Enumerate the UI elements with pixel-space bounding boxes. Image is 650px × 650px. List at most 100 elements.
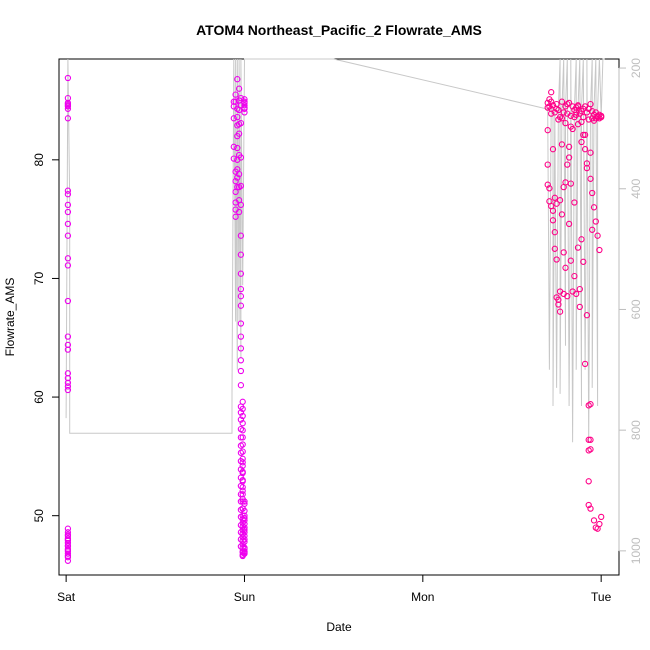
data-point [64,255,72,262]
data-point [549,102,557,109]
data-point [64,535,72,542]
data-point [587,149,594,156]
data-point [235,85,243,92]
data-point [587,446,594,453]
data-point [64,191,72,198]
data-point [574,244,582,251]
data-point [64,386,72,394]
data-point [239,441,246,448]
data-point [241,532,248,540]
secondary-series-line [65,58,605,443]
data-point [241,498,248,505]
data-point [585,478,592,485]
data-point [241,514,248,522]
data-point [560,249,567,256]
data-point [237,251,245,258]
data-point [241,500,248,507]
data-point [558,98,566,105]
data-point [548,89,555,96]
data-point [551,245,558,252]
data-point [241,520,248,528]
data-point [555,106,562,114]
data-point [241,549,248,556]
data-point [592,218,599,225]
data-point [562,179,569,186]
data-point [587,100,594,108]
data-point [585,501,592,509]
data-point [548,98,555,105]
data-point [232,98,239,105]
y-axis: 50 60 70 80 [32,153,60,522]
data-point [564,161,571,168]
data-point [594,232,601,239]
data-point [549,146,557,153]
data-point [64,208,72,216]
secondary-line [65,58,605,443]
data-point [553,200,560,207]
data-point [576,285,583,293]
y2-tick-label: 800 [629,420,643,440]
data-point [237,409,245,416]
data-point [587,505,594,512]
data-point [241,526,248,534]
data-point [64,545,72,553]
data-point [235,170,243,178]
data-point [549,217,557,224]
data-point [237,94,245,102]
data-point [237,367,245,375]
data-point [239,448,246,455]
data-point [580,258,587,265]
data-point [583,312,591,319]
data-point [574,103,582,110]
data-point [64,100,72,108]
data-point [556,308,564,315]
data-point [544,127,551,134]
data-point [596,246,603,254]
data-point [232,91,239,98]
data-point [232,178,239,185]
data-points [64,74,605,564]
data-point [64,201,72,209]
data-point [556,197,564,204]
data-point [237,270,245,277]
data-point [551,229,558,236]
data-point [598,112,605,120]
data-point [590,204,598,211]
data-point [560,109,567,116]
data-point [237,345,245,352]
data-point [239,487,246,494]
data-point [562,264,569,271]
data-point [64,262,72,269]
data-point [237,232,245,239]
y2-tick-label: 400 [629,178,643,198]
data-point [581,131,589,139]
data-point [551,194,558,201]
data-point [587,401,594,408]
data-point [241,517,248,524]
data-point [578,236,585,243]
data-point [549,207,557,214]
data-point [239,459,246,466]
data-point [235,130,243,137]
x-axis: Sat Sun Mon Tue [57,574,612,604]
y-tick-label: 80 [32,153,46,167]
data-point [232,213,239,220]
data-point [234,174,241,181]
data-point [589,108,596,115]
data-point [565,220,573,228]
data-point [590,517,598,524]
data-point [239,484,246,491]
data-point [241,507,248,515]
data-point [241,529,248,536]
data-point [578,138,585,146]
data-point [548,110,555,117]
data-point [565,99,573,107]
x-tick-label: Sat [57,590,76,604]
y-axis-label: Flowrate_AMS [3,278,17,357]
data-point [565,143,573,150]
data-point [587,175,594,182]
data-point [64,220,72,228]
data-point [237,182,245,190]
data-point [64,333,72,340]
